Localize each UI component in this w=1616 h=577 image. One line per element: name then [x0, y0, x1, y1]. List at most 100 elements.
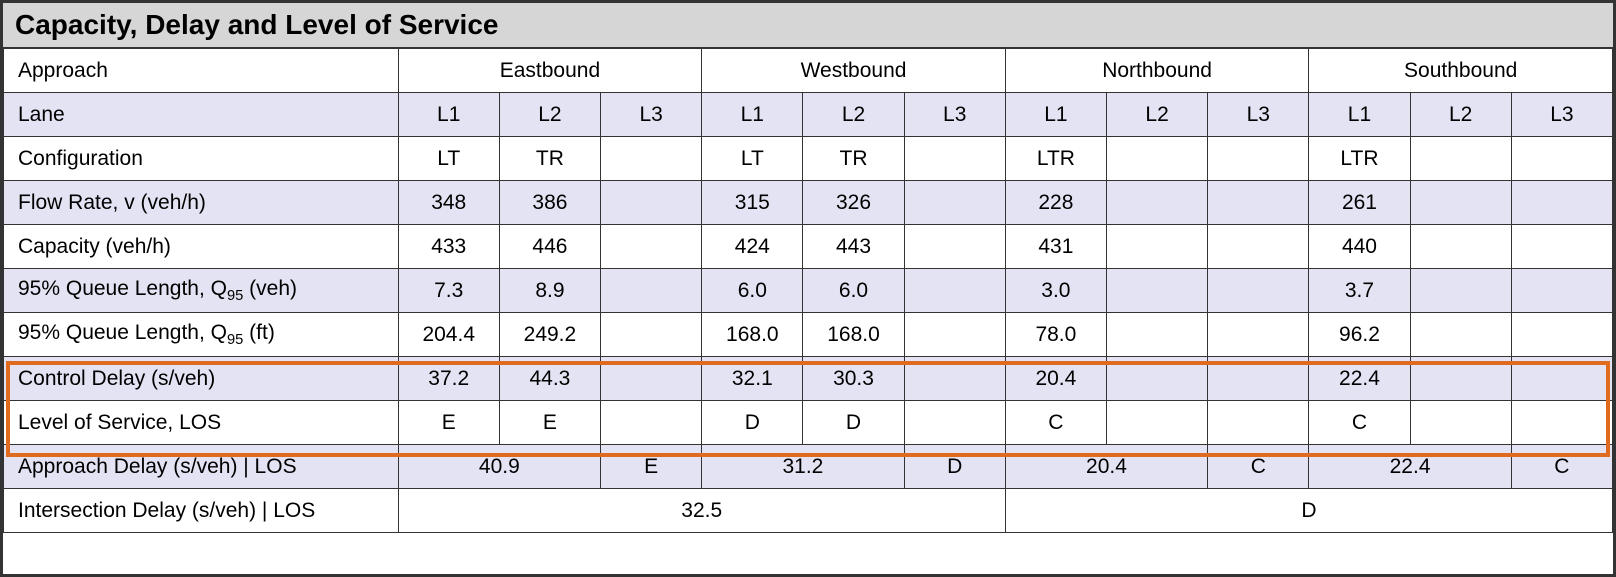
data-cell: 32.1 [702, 357, 803, 401]
table-row: Flow Rate, v (veh/h)348386315326228261 [4, 181, 1613, 225]
data-cell [1208, 181, 1309, 225]
los-table: ApproachEastboundWestboundNorthboundSout… [3, 48, 1613, 533]
data-cell: 228 [1005, 181, 1106, 225]
row-label: Control Delay (s/veh) [4, 357, 399, 401]
approach-header-row: ApproachEastboundWestboundNorthboundSout… [4, 49, 1613, 93]
row-label: Capacity (veh/h) [4, 225, 399, 269]
row-label: Level of Service, LOS [4, 401, 399, 445]
data-cell: 386 [499, 181, 600, 225]
data-cell [1511, 137, 1612, 181]
data-cell [1208, 357, 1309, 401]
data-cell [1106, 357, 1207, 401]
data-cell [904, 313, 1005, 357]
data-cell: E [398, 401, 499, 445]
data-cell [1511, 269, 1612, 313]
data-cell [1208, 225, 1309, 269]
approach-los-value: E [601, 445, 702, 489]
data-cell: L1 [398, 93, 499, 137]
data-cell: L3 [601, 93, 702, 137]
data-cell [1410, 401, 1511, 445]
data-cell: LTR [1309, 137, 1410, 181]
data-cell [904, 181, 1005, 225]
data-cell [601, 313, 702, 357]
data-cell: 3.0 [1005, 269, 1106, 313]
row-label: 95% Queue Length, Q95 (ft) [4, 313, 399, 357]
data-cell [1511, 401, 1612, 445]
data-cell [1106, 225, 1207, 269]
data-cell: 424 [702, 225, 803, 269]
row-label: Configuration [4, 137, 399, 181]
data-cell: C [1309, 401, 1410, 445]
approach-label: Approach [4, 49, 399, 93]
data-cell: L3 [1208, 93, 1309, 137]
data-cell [1410, 269, 1511, 313]
approach-delay-value: 22.4 [1309, 445, 1511, 489]
data-cell: LTR [1005, 137, 1106, 181]
data-cell: 261 [1309, 181, 1410, 225]
data-cell [904, 269, 1005, 313]
data-cell [601, 137, 702, 181]
data-cell: 7.3 [398, 269, 499, 313]
data-cell [1208, 137, 1309, 181]
data-cell [601, 181, 702, 225]
report-panel: Capacity, Delay and Level of Service App… [0, 0, 1616, 577]
approach-delay-row: Approach Delay (s/veh) | LOS40.9E31.2D20… [4, 445, 1613, 489]
intersection-delay-value: 32.5 [398, 489, 1005, 533]
data-cell: 37.2 [398, 357, 499, 401]
data-cell: 44.3 [499, 357, 600, 401]
table-row: 95% Queue Length, Q95 (veh)7.38.96.06.03… [4, 269, 1613, 313]
table-row: LaneL1L2L3L1L2L3L1L2L3L1L2L3 [4, 93, 1613, 137]
section-title: Capacity, Delay and Level of Service [3, 3, 1613, 48]
data-cell [1208, 401, 1309, 445]
data-cell: 22.4 [1309, 357, 1410, 401]
table-row: 95% Queue Length, Q95 (ft)204.4249.2168.… [4, 313, 1613, 357]
row-label: Intersection Delay (s/veh) | LOS [4, 489, 399, 533]
data-cell [1208, 269, 1309, 313]
data-cell: L1 [1005, 93, 1106, 137]
data-cell [1511, 181, 1612, 225]
data-cell [1208, 313, 1309, 357]
intersection-los-value: D [1005, 489, 1612, 533]
data-cell [1511, 357, 1612, 401]
data-cell [904, 401, 1005, 445]
approach-delay-value: 31.2 [702, 445, 904, 489]
approach-los-value: C [1511, 445, 1612, 489]
data-cell: D [803, 401, 904, 445]
data-cell [1410, 137, 1511, 181]
approach-los-value: C [1208, 445, 1309, 489]
data-cell [1106, 313, 1207, 357]
data-cell [1410, 313, 1511, 357]
data-cell: 168.0 [702, 313, 803, 357]
data-cell: 3.7 [1309, 269, 1410, 313]
row-label: 95% Queue Length, Q95 (veh) [4, 269, 399, 313]
table-row: Control Delay (s/veh)37.244.332.130.320.… [4, 357, 1613, 401]
row-label: Flow Rate, v (veh/h) [4, 181, 399, 225]
data-cell [1410, 225, 1511, 269]
data-cell: 446 [499, 225, 600, 269]
data-cell: 6.0 [702, 269, 803, 313]
approach-header-2: Northbound [1005, 49, 1309, 93]
data-cell: LT [398, 137, 499, 181]
data-cell: 443 [803, 225, 904, 269]
data-cell [1410, 357, 1511, 401]
approach-header-0: Eastbound [398, 49, 702, 93]
data-cell [904, 225, 1005, 269]
data-cell: D [702, 401, 803, 445]
approach-header-1: Westbound [702, 49, 1006, 93]
data-cell [1511, 313, 1612, 357]
data-cell: L1 [702, 93, 803, 137]
row-label: Lane [4, 93, 399, 137]
data-cell: L1 [1309, 93, 1410, 137]
data-cell [904, 137, 1005, 181]
data-cell: 204.4 [398, 313, 499, 357]
data-cell [1106, 269, 1207, 313]
data-cell: 78.0 [1005, 313, 1106, 357]
data-cell: TR [499, 137, 600, 181]
data-cell: 431 [1005, 225, 1106, 269]
approach-header-3: Southbound [1309, 49, 1613, 93]
data-cell: C [1005, 401, 1106, 445]
data-cell: 96.2 [1309, 313, 1410, 357]
data-cell [1106, 401, 1207, 445]
data-cell [601, 225, 702, 269]
data-cell: L2 [1106, 93, 1207, 137]
